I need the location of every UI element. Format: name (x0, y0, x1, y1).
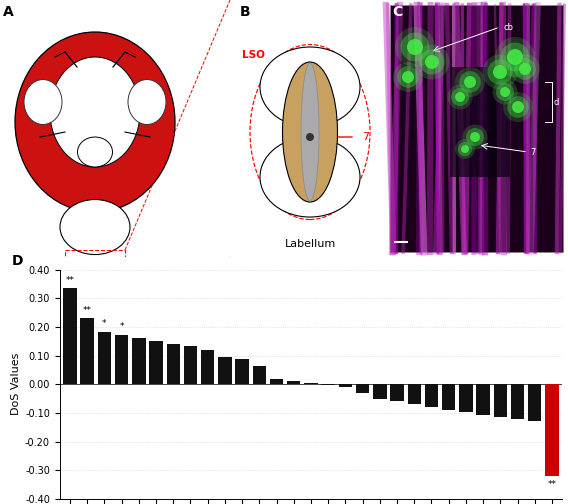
Ellipse shape (60, 200, 130, 255)
Circle shape (495, 37, 535, 77)
Circle shape (451, 88, 469, 106)
Circle shape (407, 39, 423, 55)
Circle shape (393, 62, 423, 92)
Bar (270, 379, 283, 384)
Bar (63, 288, 77, 384)
Circle shape (503, 92, 533, 122)
Circle shape (402, 71, 414, 83)
Bar (356, 384, 369, 393)
Circle shape (482, 54, 517, 90)
Y-axis label: DoS Values: DoS Values (11, 353, 21, 415)
Bar (390, 384, 404, 402)
Bar (528, 384, 541, 421)
Text: **: ** (65, 276, 74, 285)
Text: D: D (12, 254, 23, 268)
Ellipse shape (24, 80, 62, 124)
Circle shape (397, 66, 419, 88)
Ellipse shape (301, 63, 319, 201)
Text: A: A (3, 5, 14, 19)
Ellipse shape (77, 137, 112, 167)
Bar (132, 339, 145, 384)
Circle shape (500, 87, 510, 97)
Text: d: d (554, 97, 559, 106)
Bar (166, 344, 180, 384)
Text: Labellum: Labellum (285, 239, 336, 249)
Bar (442, 384, 456, 410)
Text: **: ** (548, 480, 557, 489)
Circle shape (496, 83, 514, 101)
Circle shape (419, 49, 445, 75)
Bar (339, 384, 352, 387)
Bar (511, 384, 524, 419)
Circle shape (425, 55, 439, 69)
Text: C: C (392, 5, 402, 19)
Text: 7: 7 (362, 132, 369, 142)
Text: 7: 7 (530, 148, 536, 157)
Text: LSO: LSO (242, 50, 265, 60)
Circle shape (507, 49, 523, 65)
Bar (408, 384, 421, 404)
Circle shape (512, 101, 524, 113)
Circle shape (514, 58, 536, 80)
Ellipse shape (97, 283, 125, 305)
Bar (98, 332, 111, 384)
Circle shape (461, 145, 469, 153)
Bar (149, 341, 163, 384)
Bar (425, 384, 438, 407)
Circle shape (395, 27, 435, 67)
Circle shape (493, 65, 507, 79)
Bar (81, 319, 94, 384)
Circle shape (464, 76, 476, 88)
Ellipse shape (128, 80, 166, 124)
Bar (218, 357, 232, 384)
Circle shape (510, 54, 540, 84)
Bar (459, 384, 473, 412)
Circle shape (500, 43, 529, 72)
Bar (545, 384, 559, 476)
Bar (253, 366, 266, 384)
Circle shape (470, 132, 480, 142)
Bar (287, 381, 300, 384)
Circle shape (415, 44, 449, 80)
Circle shape (458, 142, 472, 156)
Ellipse shape (84, 258, 106, 286)
Bar (65, 250, 125, 305)
Text: *: * (102, 320, 107, 329)
Bar (390, 5, 563, 252)
Bar (235, 358, 249, 384)
Bar (477, 384, 490, 415)
Ellipse shape (282, 62, 337, 202)
Circle shape (507, 96, 529, 118)
Ellipse shape (260, 47, 360, 127)
Circle shape (455, 67, 485, 97)
Circle shape (462, 124, 487, 150)
Text: cb: cb (503, 23, 513, 32)
Ellipse shape (260, 137, 360, 217)
Bar (304, 383, 318, 384)
Bar (494, 384, 507, 417)
Circle shape (492, 80, 517, 104)
Circle shape (455, 92, 465, 102)
Ellipse shape (50, 57, 140, 167)
Bar (184, 346, 197, 384)
Circle shape (400, 33, 429, 61)
Bar (115, 335, 128, 384)
Circle shape (448, 85, 473, 109)
Circle shape (519, 63, 531, 75)
Circle shape (306, 133, 314, 141)
Text: **: ** (83, 305, 91, 314)
Circle shape (466, 128, 484, 146)
Circle shape (459, 71, 481, 93)
Text: B: B (240, 5, 250, 19)
Ellipse shape (15, 32, 175, 212)
Bar (321, 384, 335, 385)
Text: *: * (119, 322, 124, 331)
Bar (201, 350, 214, 384)
Ellipse shape (65, 283, 93, 305)
Circle shape (455, 139, 475, 159)
Bar (450, 67, 510, 177)
Bar (373, 384, 387, 399)
Circle shape (487, 59, 512, 85)
